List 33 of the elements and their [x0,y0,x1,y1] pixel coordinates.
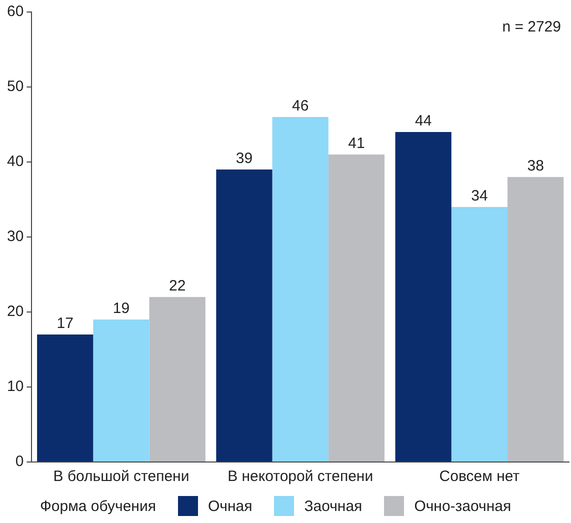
data-label: 41 [348,135,365,152]
x-tick-label: В большой степени [53,468,190,486]
data-label: 38 [527,158,544,175]
y-tick-label: 60 [6,3,24,20]
legend-title: Форма обучения [40,498,156,514]
bar [216,170,272,462]
bar [93,320,150,462]
bar [328,154,385,462]
data-label: 19 [112,300,130,318]
bar [149,297,206,462]
y-tick-label: 30 [6,228,24,246]
y-tick-label: 10 [6,378,24,396]
legend-label: Очная [208,498,252,514]
data-label: 44 [414,112,432,130]
y-tick-label: 20 [6,303,24,320]
y-tick-label: 0 [15,453,24,470]
data-label: 46 [292,98,309,115]
y-tick-label: 50 [6,78,24,96]
bar [272,117,328,462]
annotation: n = 2729 [502,18,561,36]
data-label: 22 [169,278,186,295]
bar [508,177,564,462]
data-label: 39 [236,150,253,168]
x-tick-label: В некоторой степени [228,468,374,486]
data-label: 17 [56,315,74,332]
legend-label: Заочная [304,498,362,514]
y-tick-label: 40 [6,153,24,170]
bar [37,334,94,462]
legend-label: Очно-заочная [414,498,512,514]
bar [395,132,452,462]
bar [451,207,508,462]
x-tick-label: Совсем нет [439,468,520,486]
data-label: 34 [471,188,488,205]
